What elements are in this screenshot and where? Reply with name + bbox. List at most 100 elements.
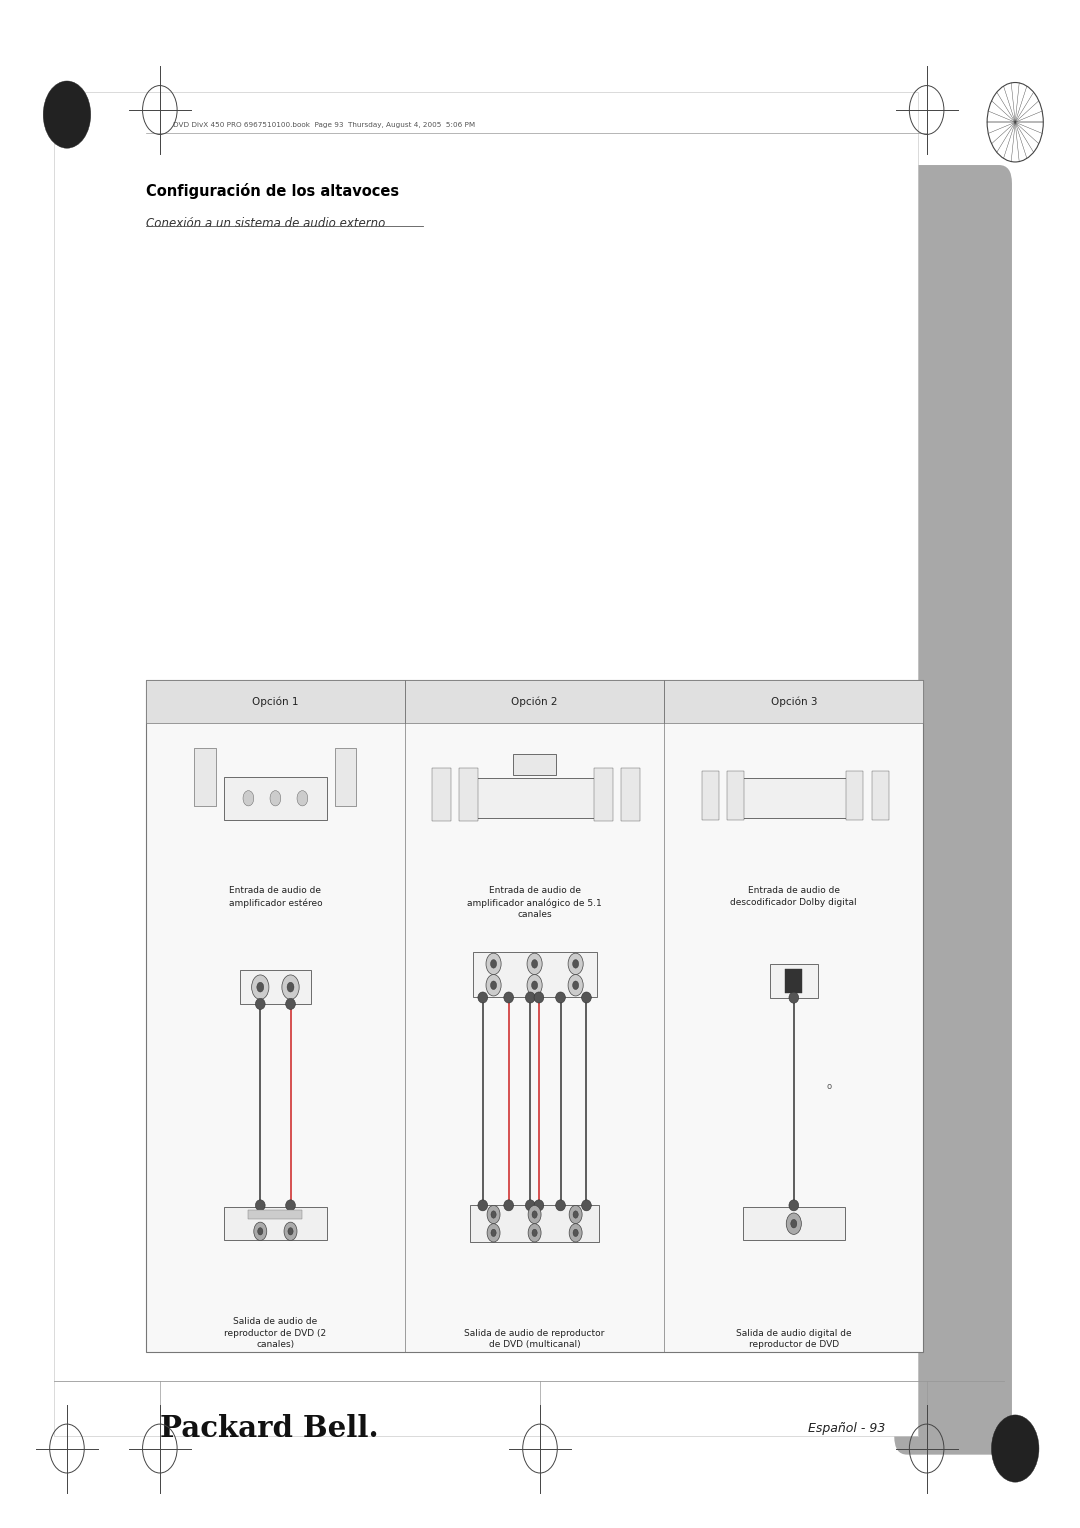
Bar [769,964,819,998]
Circle shape [532,1229,537,1236]
Circle shape [252,975,269,999]
Text: Packard Bell.: Packard Bell. [160,1415,378,1442]
Circle shape [487,1206,500,1224]
Circle shape [572,960,579,969]
Ellipse shape [582,1199,592,1210]
Ellipse shape [555,992,566,1002]
Bar [194,747,216,805]
Circle shape [490,960,497,969]
Ellipse shape [525,992,536,1002]
Bar [54,92,918,1436]
Bar [54,92,918,1436]
Bar [241,970,311,1004]
Ellipse shape [534,992,543,1002]
Circle shape [284,1222,297,1241]
Circle shape [487,1224,500,1242]
Text: Entrada de audio de
amplificador analógico de 5.1
canales: Entrada de audio de amplificador analógi… [468,886,602,918]
Circle shape [257,983,264,992]
Ellipse shape [534,1199,543,1210]
Circle shape [491,1229,496,1236]
Circle shape [572,981,579,990]
Circle shape [786,1213,801,1235]
Bar [743,1207,845,1241]
Circle shape [243,790,254,805]
Circle shape [287,983,294,992]
Ellipse shape [503,1199,514,1210]
Text: Opción 2: Opción 2 [511,697,558,706]
Ellipse shape [525,1199,536,1210]
FancyBboxPatch shape [894,165,1012,1455]
Ellipse shape [285,998,296,1010]
Bar [702,770,719,819]
Text: Salida de audio digital de
reproductor de DVD: Salida de audio digital de reproductor d… [735,1329,852,1349]
Text: DVD DivX 450 PRO 6967510100.book  Page 93  Thursday, August 4, 2005  5:06 PM: DVD DivX 450 PRO 6967510100.book Page 93… [173,122,475,128]
Bar [513,753,556,775]
Circle shape [270,790,281,805]
Bar [335,747,356,805]
Circle shape [43,81,91,148]
Circle shape [282,975,299,999]
Ellipse shape [555,1199,566,1210]
Text: Entrada de audio de
descodificador Dolby digital: Entrada de audio de descodificador Dolby… [730,886,858,908]
Bar [225,1207,326,1241]
Circle shape [569,1224,582,1242]
Bar [785,969,802,993]
Ellipse shape [255,1199,266,1210]
Text: Configuración de los altavoces: Configuración de los altavoces [146,183,399,199]
Text: Opción 3: Opción 3 [770,697,818,706]
Bar [459,767,478,821]
Circle shape [527,975,542,996]
Circle shape [491,1210,496,1218]
Text: Salida de audio de reproductor
de DVD (multicanal): Salida de audio de reproductor de DVD (m… [464,1329,605,1349]
Circle shape [297,790,308,805]
Ellipse shape [582,992,592,1002]
Bar [225,776,326,819]
Circle shape [568,975,583,996]
Bar [464,778,605,817]
Bar [594,767,613,821]
Circle shape [569,1206,582,1224]
Ellipse shape [503,992,514,1002]
Bar [846,770,863,819]
Bar [664,680,923,723]
Circle shape [573,1210,578,1218]
Bar [872,770,889,819]
Bar [727,770,744,819]
Circle shape [288,1227,293,1235]
Bar [248,1210,302,1219]
FancyBboxPatch shape [43,46,886,229]
Circle shape [991,1415,1039,1482]
Bar [473,952,597,998]
Circle shape [532,1210,537,1218]
Circle shape [486,953,501,975]
Bar [405,680,664,723]
Circle shape [791,1219,797,1229]
Circle shape [486,975,501,996]
Circle shape [527,953,542,975]
Ellipse shape [255,998,266,1010]
Ellipse shape [477,992,488,1002]
Bar [146,680,405,723]
Bar [432,767,451,821]
Circle shape [258,1227,262,1235]
Circle shape [528,1206,541,1224]
Bar [621,767,640,821]
Text: Conexión a un sistema de audio externo: Conexión a un sistema de audio externo [146,217,386,231]
Ellipse shape [285,1199,296,1210]
Text: Entrada de audio de
amplificador estéreo: Entrada de audio de amplificador estéreo [229,886,322,908]
Circle shape [254,1222,267,1241]
Circle shape [568,953,583,975]
Text: o: o [826,1082,832,1091]
Ellipse shape [788,992,799,1004]
Circle shape [531,981,538,990]
Circle shape [490,981,497,990]
Circle shape [573,1229,578,1236]
Circle shape [528,1224,541,1242]
Bar [470,1206,599,1242]
Text: Opción 1: Opción 1 [252,697,299,706]
Text: Español - 93: Español - 93 [808,1423,886,1435]
Ellipse shape [477,1199,488,1210]
Circle shape [531,960,538,969]
Bar [146,680,923,1352]
Text: Salida de audio de
reproductor de DVD (2
canales): Salida de audio de reproductor de DVD (2… [225,1317,326,1349]
